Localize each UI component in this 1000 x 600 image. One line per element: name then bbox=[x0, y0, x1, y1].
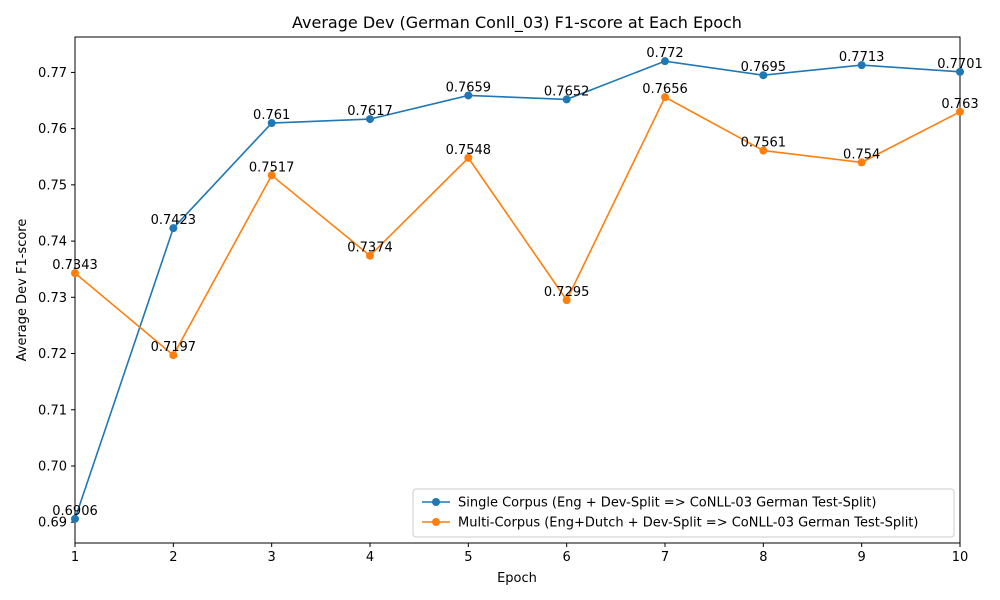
data-point bbox=[169, 224, 178, 233]
data-label: 0.7197 bbox=[151, 340, 197, 355]
data-label: 0.7343 bbox=[52, 258, 98, 273]
data-label: 0.7656 bbox=[642, 82, 688, 97]
x-axis-title: Epoch bbox=[497, 571, 537, 586]
series-1: 0.6906 0.7423 0.761 0.7617 0.7659 0.7652 0.772… bbox=[52, 46, 983, 523]
legend-label: Multi-Corpus (Eng+Dutch + Dev-Split => C… bbox=[458, 516, 918, 531]
legend-box bbox=[412, 488, 955, 538]
data-label: 0.772 bbox=[646, 46, 683, 61]
y-tick-label: 0.75 bbox=[38, 178, 67, 193]
data-point bbox=[71, 514, 79, 523]
data-label: 0.7652 bbox=[544, 84, 590, 99]
x-tick-label: 7 bbox=[661, 550, 669, 565]
data-point bbox=[857, 61, 866, 70]
legend: Single Corpus (Eng + Dev-Split => CoNLL-… bbox=[412, 488, 955, 538]
plot-area: 1 2 3 4 5 6 7 8 9 100.700.710.720.730.740.750.760… bbox=[38, 36, 983, 565]
x-tick-label: 3 bbox=[268, 550, 276, 565]
y-tick-label: 0.69 bbox=[38, 516, 67, 531]
legend-marker bbox=[432, 518, 440, 526]
y-tick-label: 0.72 bbox=[38, 347, 67, 362]
data-point bbox=[464, 91, 473, 100]
data-point bbox=[464, 153, 473, 162]
data-point bbox=[956, 67, 964, 76]
data-point bbox=[759, 146, 768, 155]
x-tick-label: 2 bbox=[169, 550, 177, 565]
legend-item: Single Corpus (Eng + Dev-Split => CoNLL-… bbox=[422, 496, 876, 511]
data-label: 0.7713 bbox=[839, 50, 885, 65]
legend-marker bbox=[432, 498, 440, 506]
data-label: 0.7423 bbox=[151, 213, 197, 228]
data-label: 0.7561 bbox=[741, 136, 787, 151]
plot-frame bbox=[74, 36, 961, 544]
y-tick-label: 0.70 bbox=[38, 459, 67, 474]
series-line bbox=[74, 96, 961, 357]
data-point bbox=[366, 115, 374, 124]
legend-item: Multi-Corpus (Eng+Dutch + Dev-Split => C… bbox=[422, 516, 918, 531]
x-tick-label: 5 bbox=[464, 550, 472, 565]
y-tick-label: 0.77 bbox=[38, 66, 67, 81]
data-label: 0.6906 bbox=[52, 504, 98, 519]
series-2: 0.7343 0.7197 0.7517 0.7374 0.7548 0.7295 0.76… bbox=[52, 82, 979, 360]
data-label: 0.7701 bbox=[937, 57, 983, 72]
data-point bbox=[267, 119, 276, 128]
data-point bbox=[857, 158, 866, 167]
data-point bbox=[267, 171, 276, 180]
data-label: 0.7695 bbox=[741, 60, 787, 75]
x-tick-label: 6 bbox=[563, 550, 571, 565]
data-point bbox=[956, 107, 964, 116]
x-tick-label: 9 bbox=[858, 550, 866, 565]
series-line bbox=[74, 60, 961, 520]
x-tick-label: 1 bbox=[71, 550, 79, 565]
x-tick-label: 4 bbox=[366, 550, 374, 565]
data-point bbox=[661, 57, 669, 66]
data-label: 0.761 bbox=[253, 108, 290, 123]
data-label: 0.7517 bbox=[249, 160, 295, 175]
data-point bbox=[71, 269, 79, 278]
y-tick-label: 0.74 bbox=[38, 235, 67, 250]
data-label: 0.7617 bbox=[347, 104, 393, 119]
data-point bbox=[661, 93, 669, 102]
data-label: 0.7295 bbox=[544, 285, 590, 300]
y-tick-label: 0.73 bbox=[38, 291, 67, 306]
data-point bbox=[562, 95, 571, 104]
data-point bbox=[759, 71, 768, 80]
x-tick-label: 8 bbox=[759, 550, 767, 565]
data-label: 0.754 bbox=[843, 147, 880, 162]
chart-title: Average Dev (German Conll_03) F1-score a… bbox=[292, 13, 742, 33]
x-tick-label: 10 bbox=[952, 550, 969, 565]
y-axis-title: Average Dev F1-score bbox=[15, 219, 30, 362]
legend-label: Single Corpus (Eng + Dev-Split => CoNLL-… bbox=[458, 496, 876, 511]
data-point bbox=[562, 296, 571, 305]
data-label: 0.763 bbox=[941, 97, 978, 112]
data-label: 0.7374 bbox=[347, 241, 393, 256]
y-tick-label: 0.71 bbox=[38, 403, 67, 418]
data-point bbox=[366, 251, 374, 260]
data-label: 0.7548 bbox=[446, 143, 492, 158]
data-label: 0.7659 bbox=[446, 80, 492, 95]
data-point bbox=[169, 351, 178, 360]
y-tick-label: 0.76 bbox=[38, 122, 67, 137]
